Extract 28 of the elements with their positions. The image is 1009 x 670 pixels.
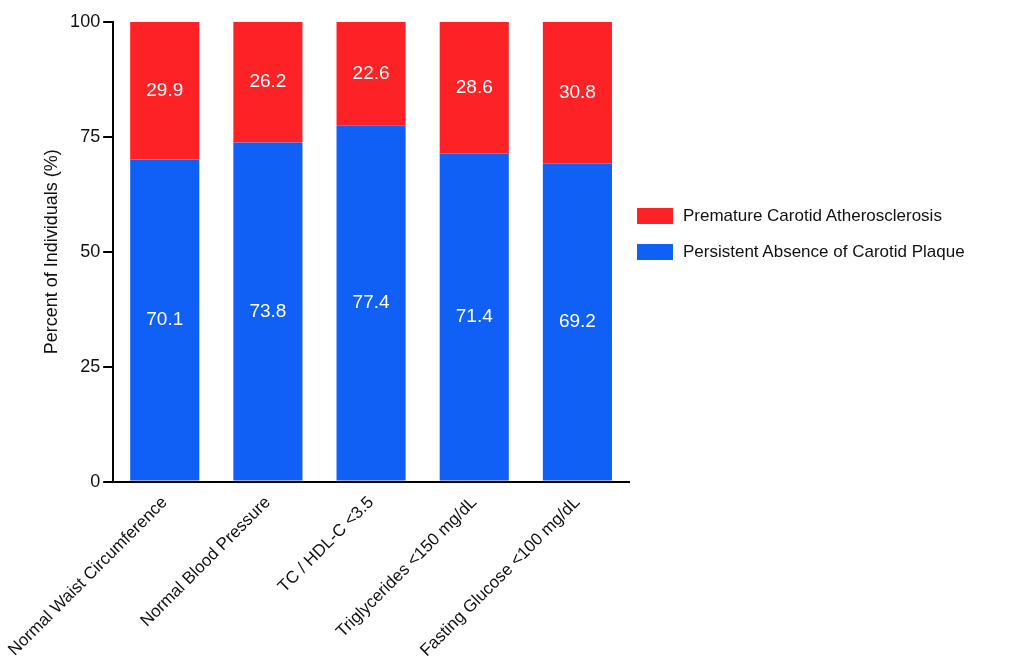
data-label: 28.6 bbox=[455, 75, 493, 97]
y-tick-label: 25 bbox=[80, 355, 101, 376]
y-axis-title: Percent of Individuals (%) bbox=[41, 149, 62, 355]
bar bbox=[542, 163, 612, 481]
data-label: 69.2 bbox=[558, 310, 596, 332]
data-label: 73.8 bbox=[249, 299, 287, 321]
data-label: 30.8 bbox=[558, 81, 596, 103]
data-label: 26.2 bbox=[249, 70, 287, 92]
bar bbox=[336, 125, 406, 481]
y-tick-label: 0 bbox=[90, 470, 101, 491]
data-label: 22.6 bbox=[352, 62, 390, 84]
bar bbox=[130, 22, 200, 160]
bar bbox=[439, 22, 509, 154]
legend-label: Persistent Absence of Carotid Plaque bbox=[683, 241, 965, 262]
y-tick-label: 75 bbox=[80, 125, 101, 146]
legend-label: Premature Carotid Atherosclerosis bbox=[683, 205, 942, 226]
bar bbox=[336, 22, 406, 126]
bar bbox=[130, 159, 200, 481]
bar bbox=[542, 22, 612, 164]
bar bbox=[439, 153, 509, 481]
data-label: 77.4 bbox=[352, 291, 390, 313]
y-tick-label: 100 bbox=[70, 10, 101, 31]
bar bbox=[233, 22, 303, 143]
y-tick-label: 50 bbox=[80, 240, 101, 261]
bar bbox=[233, 142, 303, 481]
data-label: 70.1 bbox=[146, 308, 184, 330]
data-label: 29.9 bbox=[146, 78, 184, 100]
data-label: 71.4 bbox=[455, 305, 494, 327]
